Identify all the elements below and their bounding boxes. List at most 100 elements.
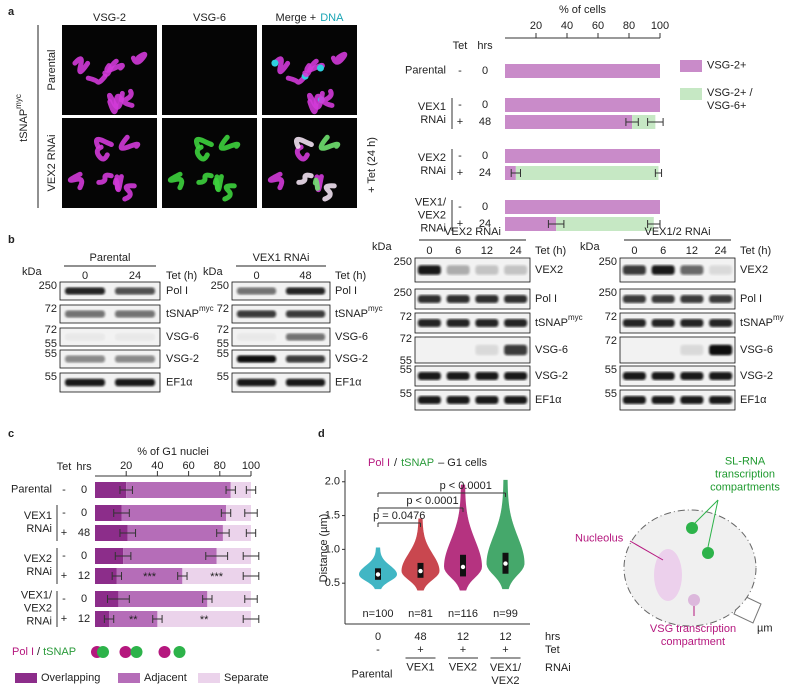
pictogram [119,646,132,658]
tet-label: + [61,613,67,625]
group-label: VEX1/ VEX2 RNAi [20,589,52,628]
band [115,333,155,341]
blot-strip [231,327,331,347]
band-label: VSG-6 [535,344,568,356]
protein-name: VSG-6 [535,344,568,356]
merge-label: Merge + [276,12,317,24]
tet-label: + [502,644,508,656]
protein-name: EF1α [166,376,193,388]
band [622,396,646,404]
lane-label: 24 [715,245,727,257]
band [65,287,105,295]
title-part: Pol I [368,457,390,469]
y-tick-label: 2.0 [325,476,340,488]
protein-name: VSG-2 [166,353,199,365]
band-label: VSG-2 [535,370,568,382]
protein-name: Pol I [535,293,557,305]
p-value: p < 0.0001 [406,495,458,507]
band-label: VSG-2 [740,370,773,382]
lane-label: 6 [455,245,461,257]
protein-name: EF1α [335,376,362,388]
protein-tag: my [773,313,784,322]
cell [122,183,137,202]
n-label: n=100 [363,608,394,620]
band [709,265,733,275]
band [475,319,499,327]
violin [444,484,482,591]
bar-segment [95,548,124,564]
bar-segment [216,548,251,564]
band-label: tSNAPmyc [335,304,383,320]
group-label: VEX1 RNAi [417,100,446,126]
band-label: Pol I [335,285,357,297]
bar-segment [505,115,633,129]
blot-strip [414,365,531,387]
panel-label: b [8,234,15,246]
band [417,372,441,380]
tet-label: + [61,527,67,539]
kda-marker: 55 [217,371,229,383]
bar-segment [505,64,660,78]
cell [272,56,291,75]
group-label: Parental [11,483,52,496]
tet-label: + [417,644,423,656]
hrs-label: 0 [81,484,87,496]
hrs-label: 0 [482,99,488,111]
kda-marker: 250 [211,280,229,292]
band [65,378,105,387]
band [504,319,528,327]
tet-label: - [458,150,462,162]
lane-label: 24 [510,245,522,257]
protein-name: VEX2 [535,264,563,276]
band [417,265,441,275]
hrs-label: 48 [479,116,491,128]
band [504,344,528,356]
hrs-label: 48 [414,631,426,643]
cell [218,134,241,151]
title-part: tSNAP [401,457,434,469]
bar-segment [505,200,660,214]
band-label: VSG-2 [166,353,199,365]
tet-label: - [376,644,380,656]
legend-swatch [118,673,140,683]
lane-label: 0 [426,245,432,257]
band-label: VSG-6 [335,331,368,343]
band [651,265,675,275]
band [475,295,499,303]
blot-strip [231,281,331,301]
nucleus-stain [271,59,279,67]
lane-label: 24 [129,270,141,282]
legend-swatch [680,60,702,72]
lane-label: 6 [660,245,666,257]
band [622,265,646,275]
cell [72,56,91,75]
tet-label: - [458,201,462,213]
hrs-label: 0 [482,65,488,77]
pictogram [158,646,171,658]
micrograph [262,118,357,208]
diagram-label: µm [757,622,773,635]
kda-marker: 72 [400,311,412,323]
band [417,319,441,327]
group-label: Parental [405,64,446,77]
legend-swatch [680,88,702,100]
blot-strip [59,349,161,369]
nucleus-stain [316,64,324,72]
micrograph [162,118,257,208]
band [115,378,155,387]
band [651,319,675,327]
band [709,295,733,303]
vsg-compartment [688,594,700,606]
band-label: Pol I [166,285,188,297]
protein-name: tSNAP [335,308,368,320]
band-label: VSG-6 [740,344,773,356]
column-header: Tet [453,40,468,52]
hrs-label: 0 [81,550,87,562]
cell [294,144,310,162]
hrs-label: 0 [482,150,488,162]
tet-label: + [61,570,67,582]
blot-axis-label: Tet (h) [740,245,771,257]
protein-name: Pol I [166,285,188,297]
legend-label: Separate [224,672,269,684]
